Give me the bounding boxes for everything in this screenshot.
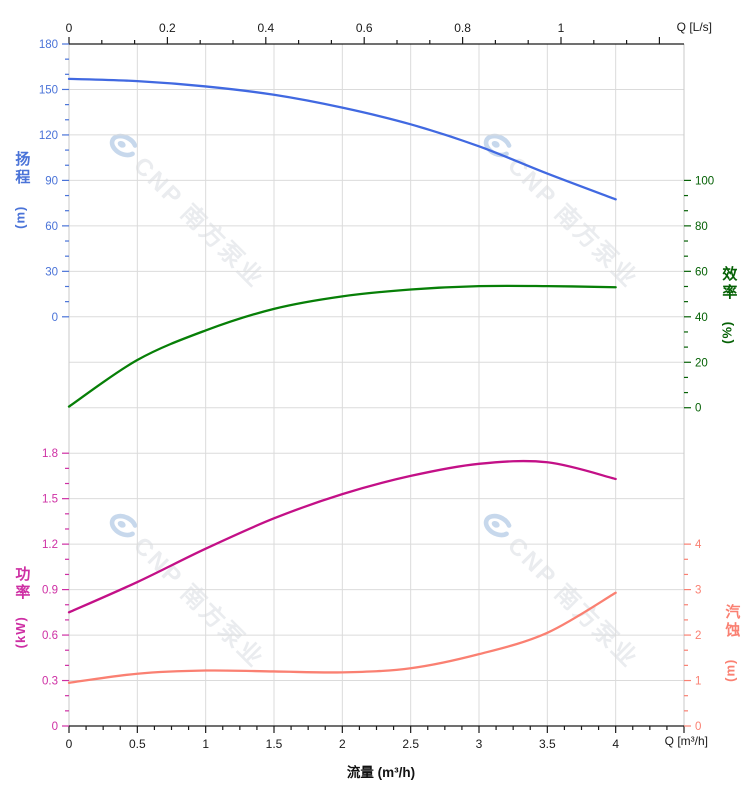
- watermark-text: CNP 南方泵业: [502, 151, 644, 293]
- svg-text:0.4: 0.4: [257, 21, 274, 35]
- head-axis-title-text: 扬程: [13, 151, 31, 187]
- head-axis-unit: (m): [12, 205, 28, 229]
- svg-text:1.5: 1.5: [42, 494, 58, 506]
- svg-text:180: 180: [39, 39, 58, 51]
- svg-text:1: 1: [558, 21, 565, 35]
- power-axis-title: 功率 (kW): [8, 566, 34, 655]
- watermark: CNP 南方泵业: [109, 133, 270, 293]
- bottom-axis: 0 0.5 1 1.5 2 2.5 3 3.5 4: [66, 726, 685, 751]
- head-curve: [67, 77, 617, 201]
- power-axis-title-text: 功率: [13, 566, 31, 602]
- svg-text:0.9: 0.9: [42, 585, 58, 597]
- svg-text:80: 80: [695, 221, 708, 233]
- svg-text:0: 0: [52, 312, 58, 324]
- curves: [67, 77, 617, 684]
- efficiency-axis-unit: (%): [719, 320, 735, 344]
- svg-text:0.8: 0.8: [454, 21, 471, 35]
- power-curve: [67, 459, 617, 614]
- svg-text:0.5: 0.5: [129, 737, 146, 751]
- svg-text:100: 100: [695, 175, 714, 187]
- svg-text:0.6: 0.6: [356, 21, 373, 35]
- svg-text:0: 0: [695, 403, 701, 415]
- npsh-axis-title-text: 汽蚀: [723, 604, 741, 640]
- svg-text:0: 0: [52, 721, 58, 733]
- svg-text:3: 3: [695, 585, 701, 597]
- svg-text:4: 4: [695, 539, 702, 551]
- svg-text:20: 20: [695, 357, 708, 369]
- svg-text:0: 0: [695, 721, 701, 733]
- svg-text:3.5: 3.5: [539, 737, 556, 751]
- head-axis: 0 30 60 90 120 150 180: [39, 39, 69, 324]
- svg-text:90: 90: [45, 175, 58, 187]
- svg-text:1.2: 1.2: [42, 539, 58, 551]
- watermark: CNP 南方泵业: [483, 133, 644, 293]
- npsh-axis-title: 汽蚀 (m): [717, 604, 745, 693]
- svg-text:60: 60: [695, 266, 708, 278]
- cnp-logo-icon: [483, 513, 512, 538]
- efficiency-axis: 0 20 40 60 80 100: [684, 175, 714, 415]
- svg-text:0: 0: [66, 737, 73, 751]
- efficiency-axis-title-text: 效率: [720, 266, 738, 302]
- svg-text:0.2: 0.2: [159, 21, 176, 35]
- efficiency-curve: [67, 284, 617, 408]
- cnp-logo-icon: [109, 513, 138, 538]
- svg-text:2: 2: [339, 737, 346, 751]
- svg-text:40: 40: [695, 312, 708, 324]
- svg-text:1.8: 1.8: [42, 448, 58, 460]
- top-axis-unit-label: Q [L/s]: [676, 20, 712, 34]
- flow-axis-title: 流量 (m³/h): [346, 765, 416, 780]
- npsh-curve: [67, 591, 617, 684]
- svg-text:1: 1: [202, 737, 209, 751]
- svg-text:2: 2: [695, 630, 701, 642]
- svg-text:60: 60: [45, 221, 58, 233]
- svg-text:0: 0: [66, 21, 73, 35]
- svg-text:1: 1: [695, 676, 701, 688]
- svg-text:120: 120: [39, 130, 58, 142]
- efficiency-axis-title: 效率 (%): [714, 266, 742, 355]
- cnp-logo-icon: [109, 133, 138, 158]
- power-axis: 0 0.3 0.6 0.9 1.2 1.5 1.8: [42, 448, 69, 733]
- svg-text:0.6: 0.6: [42, 630, 58, 642]
- svg-text:4: 4: [612, 737, 619, 751]
- svg-text:1.5: 1.5: [266, 737, 283, 751]
- svg-text:30: 30: [45, 266, 58, 278]
- watermark-text: CNP 南方泵业: [128, 151, 270, 293]
- svg-text:0.3: 0.3: [42, 676, 58, 688]
- npsh-axis: 0 1 2 3 4: [684, 539, 702, 733]
- power-axis-unit: (kW): [12, 615, 28, 649]
- svg-text:3: 3: [476, 737, 483, 751]
- watermark-text: CNP 南方泵业: [502, 531, 644, 673]
- head-axis-title: 扬程 (m): [8, 151, 34, 240]
- npsh-axis-unit: (m): [722, 658, 738, 682]
- svg-text:2.5: 2.5: [402, 737, 419, 751]
- svg-text:150: 150: [39, 84, 58, 96]
- bottom-axis-unit-label: Q [m³/h]: [664, 734, 708, 748]
- top-axis: 0 0.2 0.4 0.6 0.8 1: [66, 21, 661, 44]
